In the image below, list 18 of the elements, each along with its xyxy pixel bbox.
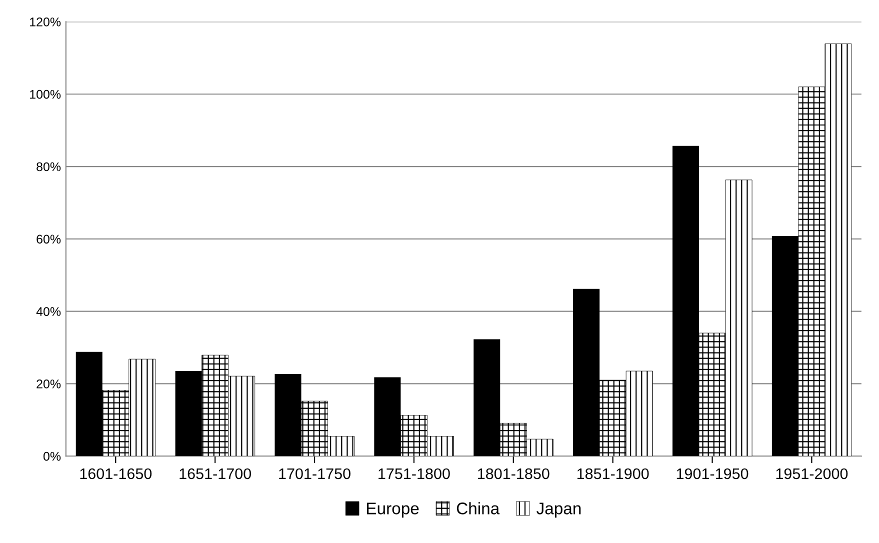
x-tick-label: 1751-1800 <box>378 468 450 480</box>
x-tick-label: 1651-1700 <box>180 468 252 480</box>
x-tick-label: 1701-1750 <box>279 468 350 480</box>
y-tick-label: 80% <box>36 162 61 172</box>
legend-label: Japan <box>536 502 581 518</box>
y-tick-label: 100% <box>30 90 61 99</box>
x-tick-label: 1801-1850 <box>478 468 550 480</box>
x-tick-label: 1901-1950 <box>676 468 748 480</box>
legend-label: Europe <box>367 502 419 518</box>
y-tick-label: 60% <box>36 234 61 244</box>
y-tick-label: 20% <box>36 380 61 388</box>
x-tick-label: 1601-1650 <box>80 468 152 480</box>
y-tick-label: 120% <box>30 18 61 26</box>
x-tick-label: 1851-1900 <box>577 468 649 480</box>
legend-label: China <box>456 502 500 514</box>
y-tick-label: 40% <box>36 307 61 316</box>
y-tick-label: 0% <box>43 452 61 461</box>
x-tick-label: 1951-2000 <box>776 468 848 480</box>
